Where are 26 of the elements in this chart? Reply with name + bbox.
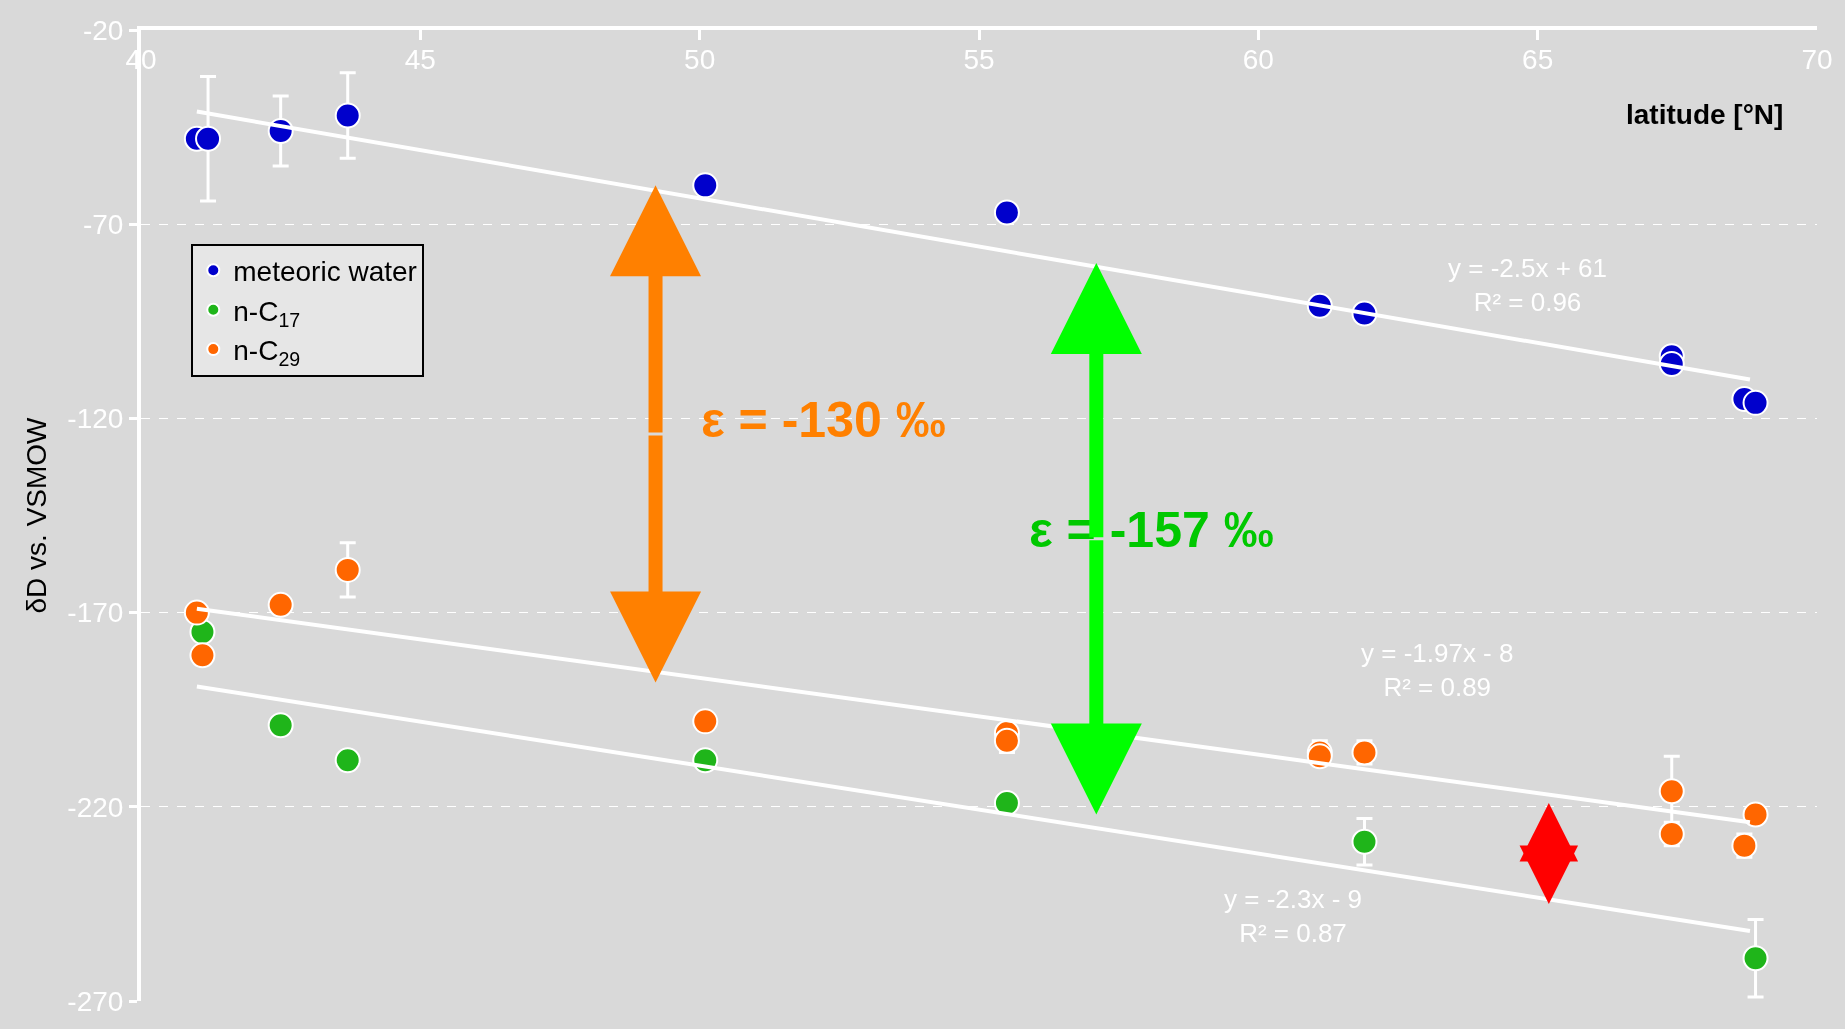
point	[195, 125, 222, 152]
legend-label: meteoric water	[233, 256, 417, 288]
point	[334, 102, 361, 129]
point	[1742, 389, 1769, 416]
point	[267, 712, 294, 739]
point	[1731, 832, 1758, 859]
point	[993, 727, 1020, 754]
point	[1658, 820, 1685, 847]
point	[1742, 801, 1769, 828]
point	[334, 747, 361, 774]
point	[1351, 828, 1378, 855]
point	[334, 556, 361, 583]
y-axis-title: δD vs. VSMOW	[20, 416, 52, 614]
point	[692, 172, 719, 199]
point	[692, 708, 719, 735]
point	[267, 591, 294, 618]
point	[189, 642, 216, 669]
point	[993, 789, 1020, 816]
legend-label: n-C$_{17}$	[233, 295, 301, 331]
point	[1351, 739, 1378, 766]
annotation: ε = -130 ‰	[701, 392, 946, 448]
point	[993, 199, 1020, 226]
point	[1658, 778, 1685, 805]
legend-label: n-C$_{29}$	[233, 335, 301, 370]
x-axis-title: latitude [°N]	[1626, 99, 1784, 130]
point	[1742, 945, 1769, 972]
